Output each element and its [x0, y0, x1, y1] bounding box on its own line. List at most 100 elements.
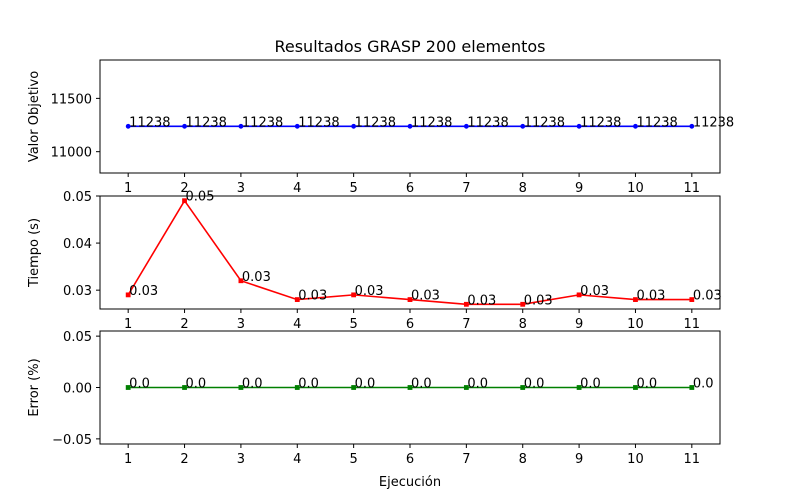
- panel-3-ytick-label: 0.05: [63, 330, 92, 345]
- panel-2-data-label: 0.03: [636, 289, 665, 304]
- panel-2-point: [294, 297, 300, 302]
- panel-1-data-label: 11238: [129, 115, 170, 130]
- panel-1-data-label: 11238: [242, 115, 283, 130]
- panel-1-point: [576, 123, 582, 129]
- panel-2-point: [463, 301, 469, 307]
- panel-1-ytick-label: 11000: [51, 146, 92, 161]
- panel-3-point: [407, 385, 413, 390]
- panel-3-xtick-label: 5: [349, 452, 357, 467]
- panel-1-point: [351, 123, 357, 129]
- panel-2-point: [633, 297, 638, 302]
- panel-2-xtick-label: 8: [519, 317, 527, 332]
- panel-1-data-label: 11238: [693, 115, 734, 130]
- panel-2-ytick-label: 0.04: [63, 237, 92, 252]
- panel-3-xtick-label: 11: [684, 452, 701, 467]
- panel-2-data-label: 0.03: [411, 289, 440, 304]
- panel-3-data-label: 0.0: [524, 377, 545, 392]
- panel-1-data-label: 11238: [524, 115, 565, 130]
- panel-2-point: [576, 292, 582, 298]
- panel-3-xtick-label: 7: [462, 452, 470, 467]
- panel-3-ytick-label: 0.00: [63, 382, 92, 397]
- panel-1-xtick-label: 8: [519, 181, 527, 196]
- panel-3-data-label: 0.0: [355, 377, 376, 392]
- panel-3-data-label: 0.0: [129, 377, 150, 392]
- panel-2-point: [407, 297, 413, 302]
- panel-2-data-label: 0.03: [129, 284, 158, 299]
- panel-2-point: [689, 297, 695, 302]
- panel-3-xtick-label: 1: [124, 452, 132, 467]
- panel-2-xtick-label: 7: [462, 317, 470, 332]
- panel-3-point: [238, 385, 244, 390]
- panel-3-xtick-label: 8: [519, 452, 527, 467]
- panel-3-ytick-label: −0.05: [52, 433, 92, 448]
- panel-3-point: [576, 385, 582, 390]
- panel-2-xtick-label: 4: [293, 317, 301, 332]
- panel-1-xtick-label: 4: [293, 181, 301, 196]
- panel-3-point: [294, 385, 300, 390]
- panel-2-xtick-label: 1: [124, 317, 132, 332]
- panel-3-data-label: 0.0: [411, 377, 432, 392]
- panel-1-point: [294, 123, 300, 129]
- panel-1-data-label: 11238: [636, 115, 677, 130]
- panel-2-data-label: 0.03: [467, 293, 496, 308]
- panel-2-point: [182, 198, 187, 204]
- panel-1-xtick-label: 10: [627, 181, 644, 196]
- panel-1-xtick-label: 7: [462, 181, 470, 196]
- panel-3-data-label: 0.0: [636, 377, 657, 392]
- panel-2-xtick-label: 2: [180, 317, 188, 332]
- panel-3-point: [182, 385, 187, 390]
- panel-3-xtick-label: 10: [627, 452, 644, 467]
- panel-3-ylabel: Error (%): [27, 358, 42, 416]
- panel-1-data-label: 11238: [467, 115, 508, 130]
- panel-3-data-label: 0.0: [693, 377, 714, 392]
- panel-1-point: [463, 123, 469, 129]
- panel-1-point: [633, 123, 638, 129]
- panel-1-xtick-label: 9: [575, 181, 583, 196]
- panel-1-point: [520, 123, 526, 129]
- panel-3-point: [125, 385, 131, 390]
- panel-1-xtick-label: 3: [237, 181, 245, 196]
- panel-3-point: [689, 385, 695, 390]
- panel-1-data-label: 11238: [186, 115, 227, 130]
- panel-2-data-label: 0.05: [186, 190, 215, 205]
- panel-3-point: [520, 385, 526, 390]
- panel-2-data-label: 0.03: [524, 293, 553, 308]
- panel-2-data-label: 0.03: [355, 284, 384, 299]
- panel-1-xtick-label: 11: [684, 181, 701, 196]
- panel-2-point: [351, 292, 357, 298]
- panel-1-xtick-label: 2: [180, 181, 188, 196]
- panel-2-data-label: 0.03: [693, 289, 722, 304]
- panel-1-data-label: 11238: [355, 115, 396, 130]
- panel-1-point: [689, 123, 695, 129]
- panel-3-data-label: 0.0: [580, 377, 601, 392]
- chart-title: Resultados GRASP 200 elementos: [274, 37, 545, 56]
- panel-1-xtick-label: 6: [406, 181, 414, 196]
- panel-3-data-label: 0.0: [186, 377, 207, 392]
- panel-2-xtick-label: 10: [627, 317, 644, 332]
- panel-3-data-label: 0.0: [467, 377, 488, 392]
- panel-2-point: [125, 292, 131, 298]
- panel-2-xtick-label: 6: [406, 317, 414, 332]
- panel-3-data-label: 0.0: [298, 377, 319, 392]
- panel-2-xtick-label: 5: [349, 317, 357, 332]
- panel-2-ytick-label: 0.05: [63, 190, 92, 205]
- panel-1-data-label: 11238: [298, 115, 339, 130]
- panel-2-data-label: 0.03: [242, 270, 271, 285]
- panel-1-ylabel: Valor Objetivo: [27, 71, 42, 162]
- panel-2-data-label: 0.03: [298, 289, 327, 304]
- panel-3-xtick-label: 6: [406, 452, 414, 467]
- panel-3-xtick-label: 3: [237, 452, 245, 467]
- panel-3-xtick-label: 9: [575, 452, 583, 467]
- panel-1-point: [125, 123, 131, 129]
- panel-3-xtick-label: 4: [293, 452, 301, 467]
- panel-2-data-label: 0.03: [580, 284, 609, 299]
- panel-2-point: [520, 301, 526, 307]
- x-axis-label: Ejecución: [379, 475, 441, 490]
- panel-3-point: [463, 385, 469, 390]
- panel-1-ytick-label: 11500: [51, 92, 92, 107]
- panel-2-xtick-label: 9: [575, 317, 583, 332]
- panel-1-point: [238, 123, 244, 129]
- panel-1-xtick-label: 5: [349, 181, 357, 196]
- panel-2-xtick-label: 11: [684, 317, 701, 332]
- panel-1-data-label: 11238: [580, 115, 621, 130]
